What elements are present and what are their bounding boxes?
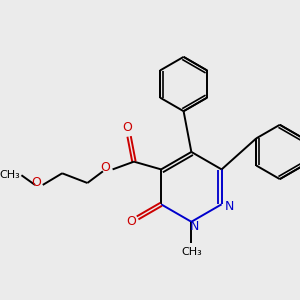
Text: CH₃: CH₃ bbox=[181, 247, 202, 257]
Text: O: O bbox=[100, 161, 110, 174]
Text: N: N bbox=[190, 220, 199, 233]
Text: CH₃: CH₃ bbox=[0, 170, 20, 180]
Text: O: O bbox=[31, 176, 41, 188]
Text: O: O bbox=[126, 215, 136, 228]
Text: N: N bbox=[225, 200, 234, 213]
Text: O: O bbox=[122, 121, 132, 134]
